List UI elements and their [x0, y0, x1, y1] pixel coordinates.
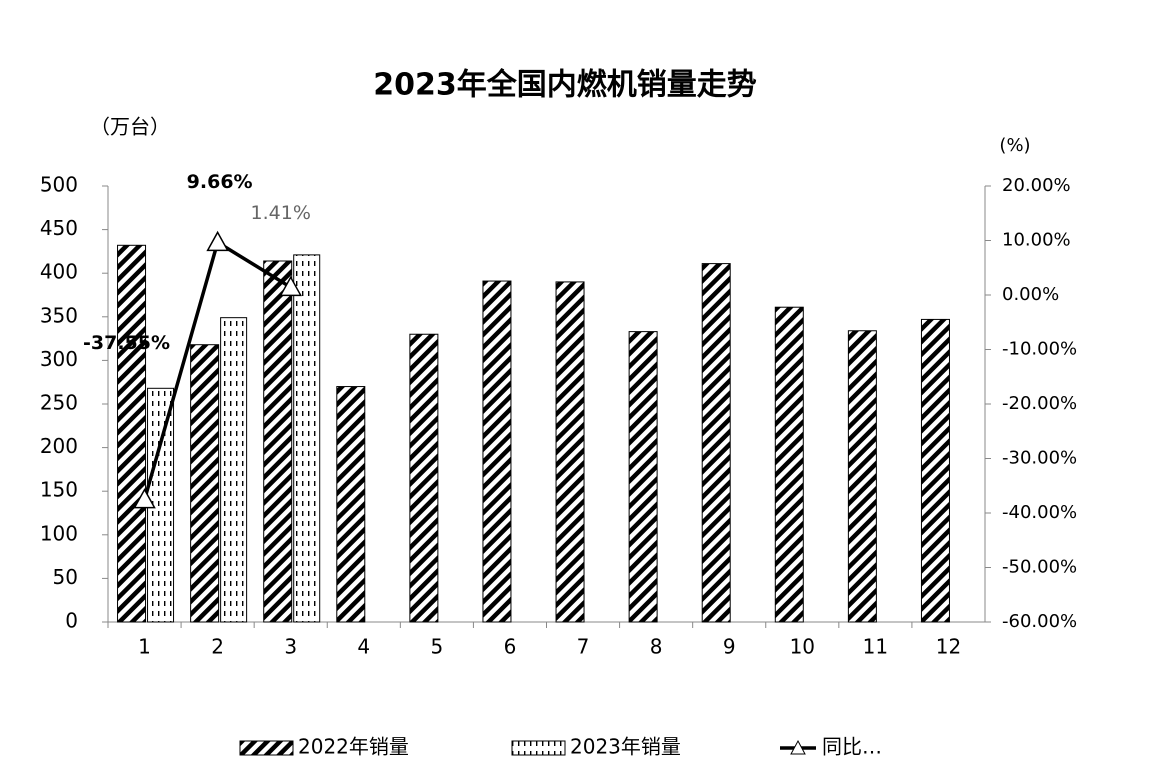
- bar: [293, 254, 321, 623]
- x-tick-label: 6: [504, 635, 517, 659]
- y-tick-label: 350: [40, 303, 78, 327]
- x-tick-label: 9: [723, 635, 736, 659]
- legend-label: 2022年销量: [298, 735, 409, 759]
- x-tick-label: 2: [211, 635, 224, 659]
- y2-tick-label: -40.00%: [1002, 502, 1077, 523]
- bar: [409, 333, 439, 623]
- marker: [206, 230, 229, 252]
- y2-tick-label: -20.00%: [1002, 393, 1077, 414]
- data-label: 9.66%: [187, 171, 253, 193]
- data-label: 1.41%: [251, 202, 311, 224]
- y-tick-label: 400: [40, 260, 78, 284]
- legend-label: 2023年销量: [570, 735, 681, 759]
- bar: [482, 280, 512, 623]
- bar: [628, 331, 658, 623]
- bar: [117, 244, 147, 623]
- y2-tick-label: -10.00%: [1002, 339, 1077, 360]
- y2-tick-label: 10.00%: [1002, 230, 1071, 251]
- y-tick-label: 200: [40, 434, 78, 458]
- y-tick-label: 250: [40, 391, 78, 415]
- x-tick-label: 11: [863, 635, 888, 659]
- legend-marker: [790, 739, 806, 755]
- bar: [336, 386, 366, 623]
- bar: [847, 330, 877, 623]
- y-tick-label: 500: [40, 173, 78, 197]
- data-label: -37.55%: [83, 332, 170, 354]
- bar: [220, 317, 248, 623]
- bar: [555, 281, 585, 623]
- bar: [774, 306, 804, 623]
- bar: [701, 263, 731, 623]
- x-tick-label: 3: [284, 635, 297, 659]
- y2-tick-label: 0.00%: [1002, 284, 1059, 305]
- y2-tick-label: -50.00%: [1002, 557, 1077, 578]
- legend-label: 同比…: [822, 735, 882, 759]
- bar: [190, 344, 220, 623]
- y2-axis-label: (%): [999, 135, 1030, 156]
- y-tick-label: 100: [40, 521, 78, 545]
- x-tick-label: 10: [790, 635, 815, 659]
- bar: [920, 318, 950, 623]
- y2-tick-label: 20.00%: [1002, 175, 1071, 196]
- marker: [279, 275, 302, 297]
- chart-title: 2023年全国内燃机销量走势: [373, 68, 757, 103]
- y2-tick-label: -60.00%: [1002, 611, 1077, 632]
- marker: [133, 488, 156, 509]
- legend-swatch: [239, 740, 294, 756]
- y-axis-label: （万台）: [90, 115, 170, 139]
- y2-tick-label: -30.00%: [1002, 448, 1077, 469]
- x-tick-label: 4: [357, 635, 370, 659]
- x-tick-label: 5: [431, 635, 444, 659]
- y-tick-label: 450: [40, 216, 78, 240]
- x-tick-label: 8: [650, 635, 663, 659]
- y-tick-label: 150: [40, 478, 78, 502]
- x-tick-label: 12: [936, 635, 961, 659]
- y-tick-label: 50: [53, 565, 78, 589]
- y-tick-label: 300: [40, 347, 78, 371]
- legend-swatch: [511, 740, 566, 756]
- x-tick-label: 7: [577, 635, 590, 659]
- bar: [263, 260, 293, 623]
- x-tick-label: 1: [138, 635, 151, 659]
- y-tick-label: 0: [65, 609, 78, 633]
